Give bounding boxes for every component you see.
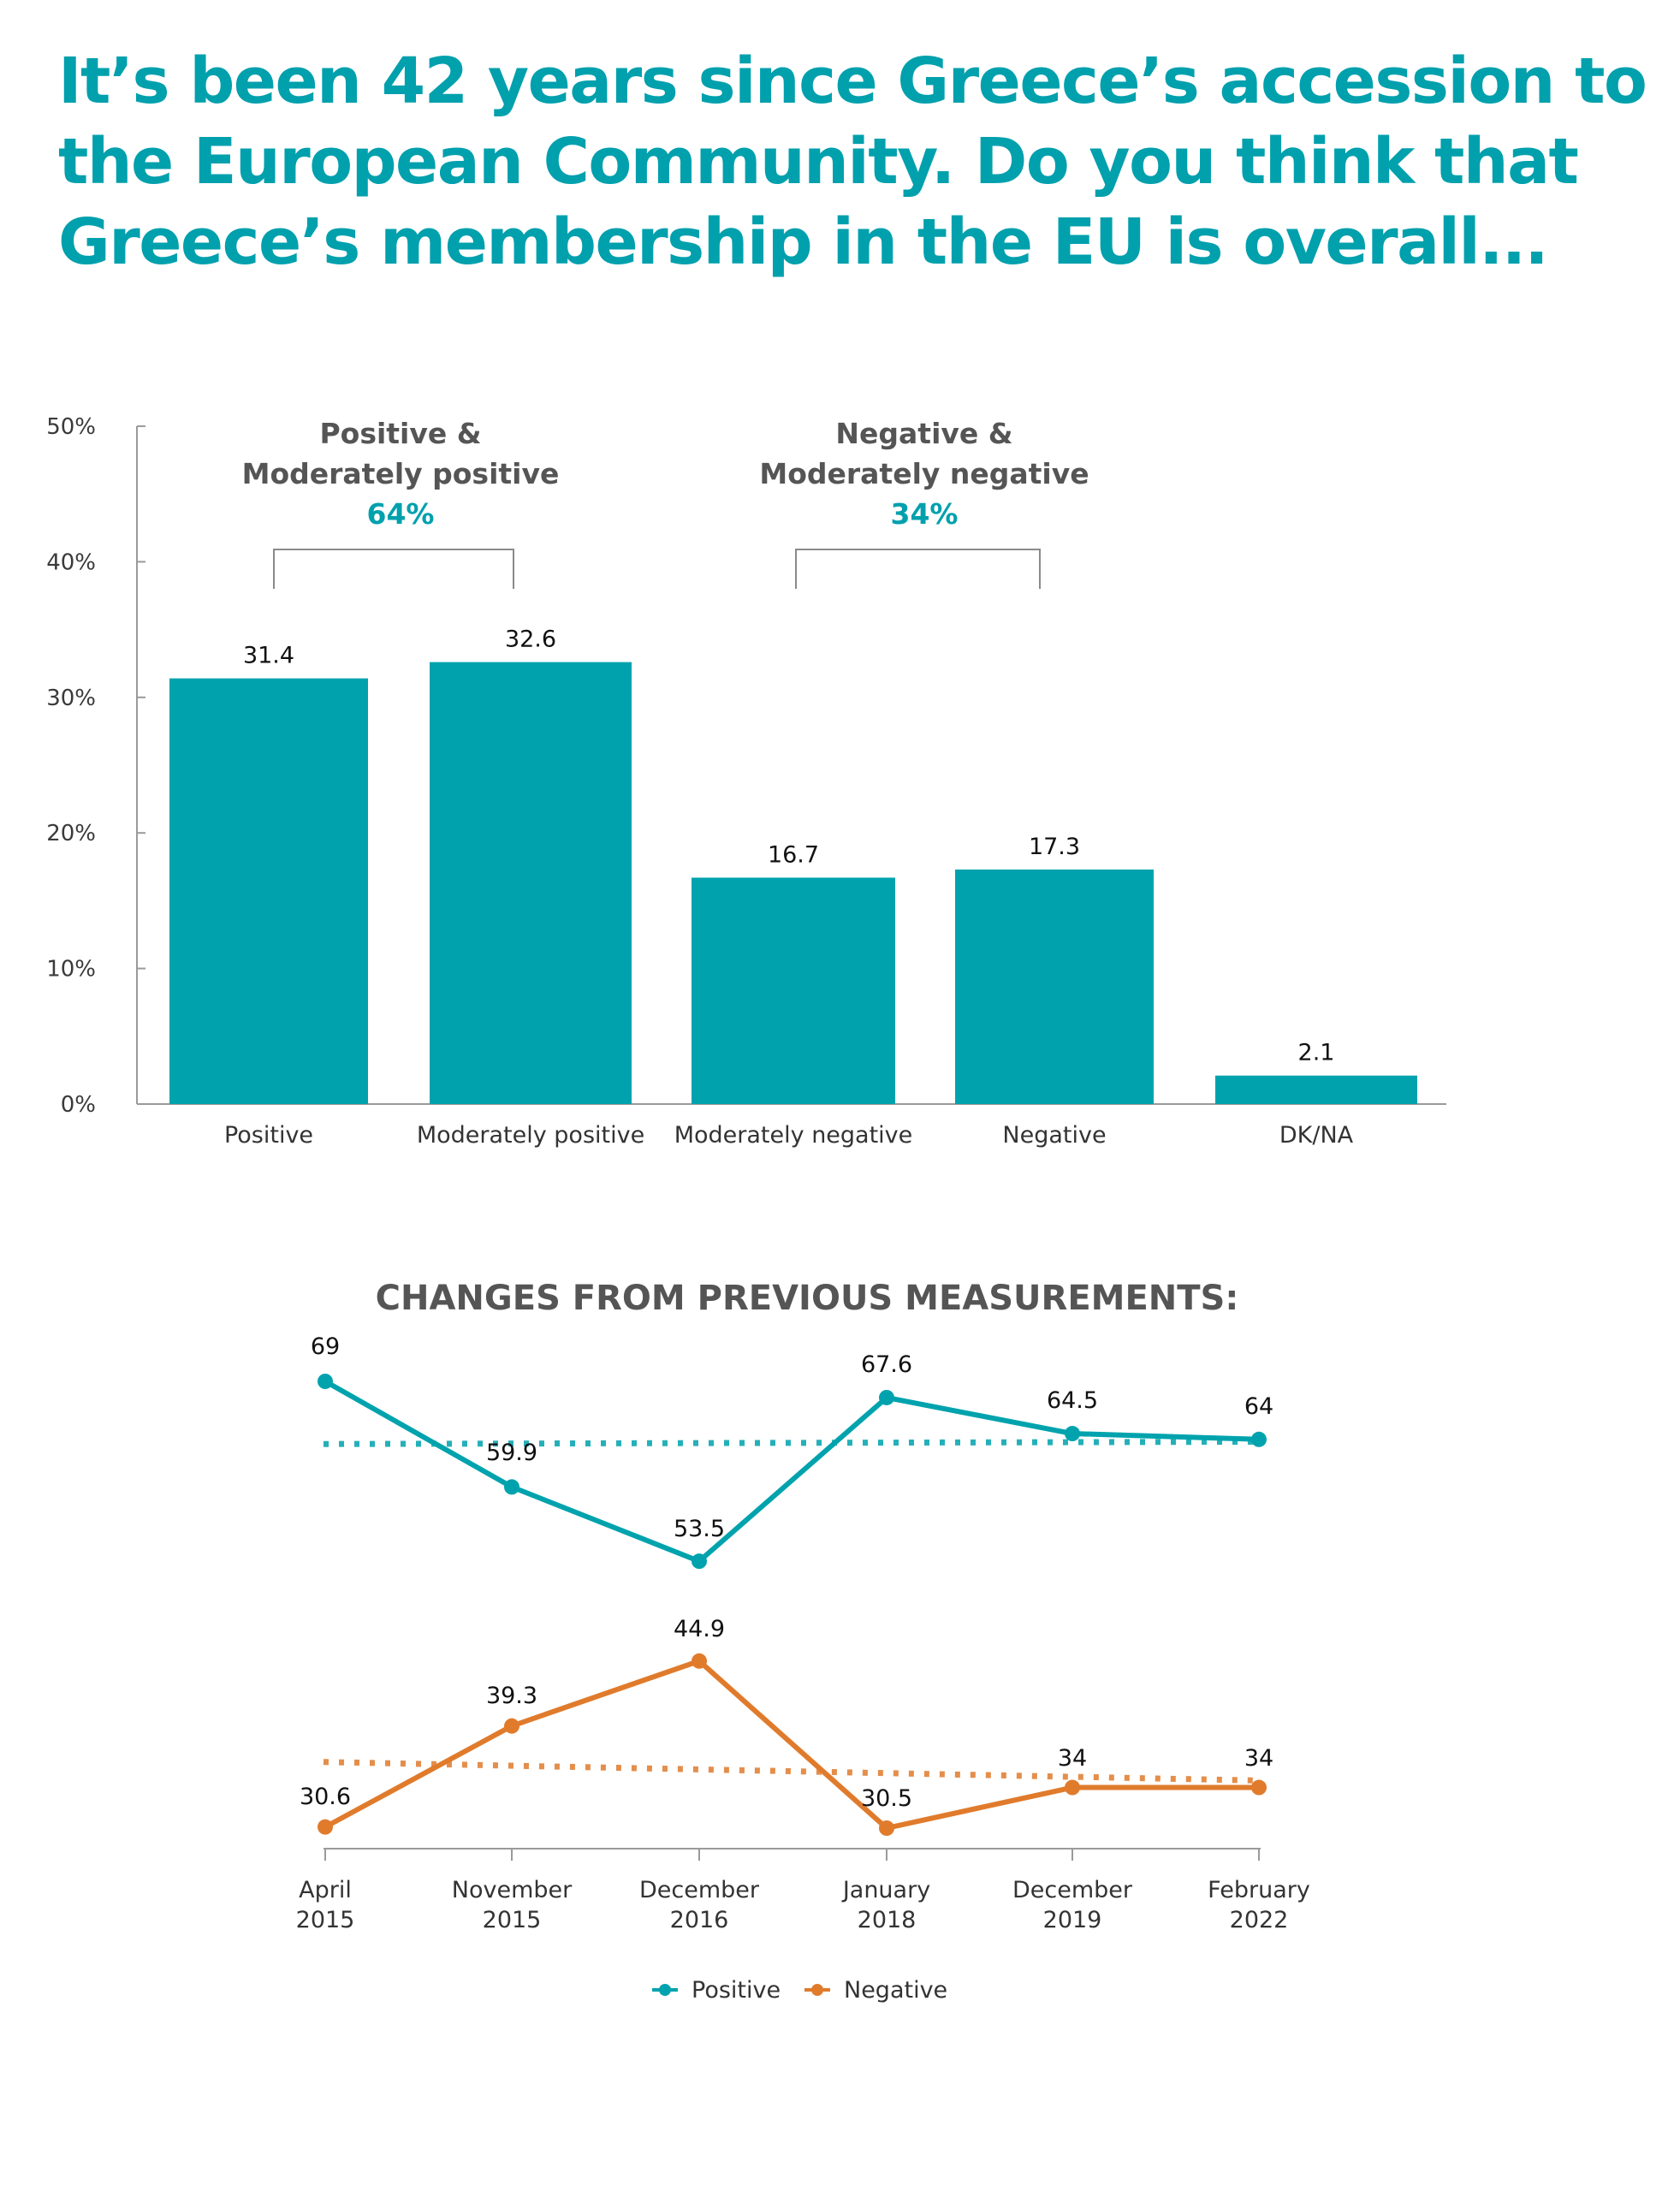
point-value-label: 64.5	[1047, 1387, 1098, 1414]
x-tick-label: February	[1208, 1877, 1310, 1903]
page-title: It’s been 42 years since Greece’s access…	[58, 45, 1647, 279]
y-tick-label: 0%	[61, 1092, 96, 1118]
y-tick-label: 50%	[46, 414, 96, 440]
line-chart-title: CHANGES FROM PREVIOUS MEASUREMENTS:	[376, 1279, 1239, 1318]
bar-value-label: 2.1	[1298, 1040, 1335, 1066]
x-tick-label: 2016	[670, 1907, 729, 1933]
data-point	[692, 1653, 707, 1669]
legend-label: Negative	[844, 1977, 947, 2004]
group-bracket	[795, 549, 1041, 589]
data-point	[318, 1374, 333, 1389]
bar-value-label: 31.4	[243, 643, 294, 669]
data-point	[692, 1553, 707, 1570]
x-tick-label: January	[841, 1877, 930, 1903]
x-tick-label: November	[452, 1877, 573, 1903]
data-point	[1065, 1779, 1080, 1796]
legend-swatch-dot	[659, 1984, 671, 1996]
point-value-label: 30.6	[300, 1784, 351, 1810]
bar	[430, 662, 632, 1104]
group-total: 64%	[367, 497, 435, 531]
x-category-label: Moderately negative	[674, 1122, 913, 1149]
point-value-label: 30.5	[861, 1785, 912, 1812]
data-point	[504, 1479, 519, 1495]
point-value-label: 69	[311, 1333, 340, 1360]
group-label: Negative &	[835, 417, 1012, 450]
x-tick-label: 2019	[1043, 1907, 1102, 1933]
y-tick-label: 20%	[46, 821, 96, 846]
y-tick-label: 40%	[46, 549, 96, 575]
bar	[1215, 1075, 1417, 1104]
x-category-label: Negative	[1002, 1122, 1106, 1149]
bar	[169, 678, 368, 1104]
point-value-label: 59.9	[486, 1440, 537, 1466]
x-tick-label: 2018	[858, 1907, 917, 1933]
point-value-label: 34	[1244, 1745, 1273, 1772]
point-value-label: 64	[1244, 1393, 1273, 1420]
data-point	[879, 1389, 894, 1405]
y-tick-label: 10%	[46, 957, 96, 983]
legend-swatch-dot	[811, 1984, 823, 1996]
trend-line	[323, 1759, 1261, 1784]
x-tick-label: 2015	[483, 1907, 542, 1933]
data-point	[879, 1820, 894, 1836]
x-tick-label: December	[1012, 1877, 1133, 1903]
legend-label: Positive	[692, 1977, 781, 2004]
point-value-label: 53.5	[674, 1516, 725, 1542]
series-line	[324, 1658, 1259, 1831]
group-total: 34%	[891, 497, 959, 531]
bar	[692, 877, 895, 1104]
bar-value-label: 17.3	[1029, 834, 1080, 860]
data-point	[1065, 1426, 1080, 1442]
y-tick-label: 30%	[46, 686, 96, 711]
group-bracket	[273, 549, 514, 589]
group-label: Moderately positive	[242, 457, 560, 490]
point-value-label: 44.9	[674, 1616, 725, 1642]
bar	[955, 869, 1154, 1104]
bar-value-label: 32.6	[505, 626, 556, 653]
x-category-label: DK/NA	[1279, 1122, 1354, 1149]
data-point	[318, 1819, 333, 1835]
trend-line	[323, 1439, 1261, 1447]
series-line	[324, 1379, 1260, 1565]
data-point	[1251, 1779, 1267, 1796]
data-point	[504, 1718, 519, 1734]
point-value-label: 34	[1058, 1745, 1087, 1772]
x-category-label: Moderately positive	[417, 1122, 644, 1149]
point-value-label: 39.3	[486, 1683, 537, 1709]
x-category-label: Positive	[224, 1122, 313, 1149]
x-tick-label: April	[299, 1877, 352, 1903]
x-tick-label: 2015	[296, 1907, 355, 1933]
point-value-label: 67.6	[861, 1351, 912, 1378]
bar-value-label: 16.7	[768, 841, 819, 868]
data-point	[1251, 1431, 1267, 1447]
x-tick-label: December	[639, 1877, 760, 1903]
bar-chart: 0% 10% 20% 30% 40% 50% 31.4 Positive 32.6 Moderat…	[46, 414, 1446, 1149]
group-label: Positive &	[319, 417, 481, 450]
x-tick-label: 2022	[1230, 1907, 1289, 1933]
group-label: Moderately negative	[759, 457, 1089, 490]
